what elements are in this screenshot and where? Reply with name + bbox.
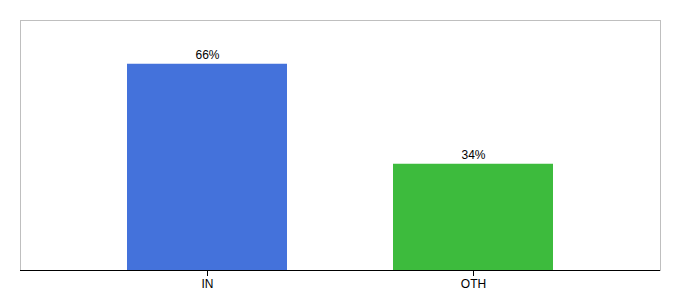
svg-text:OTH: OTH <box>461 277 486 291</box>
svg-text:IN: IN <box>202 277 214 291</box>
svg-text:66%: 66% <box>195 48 219 62</box>
svg-text:34%: 34% <box>461 148 485 162</box>
